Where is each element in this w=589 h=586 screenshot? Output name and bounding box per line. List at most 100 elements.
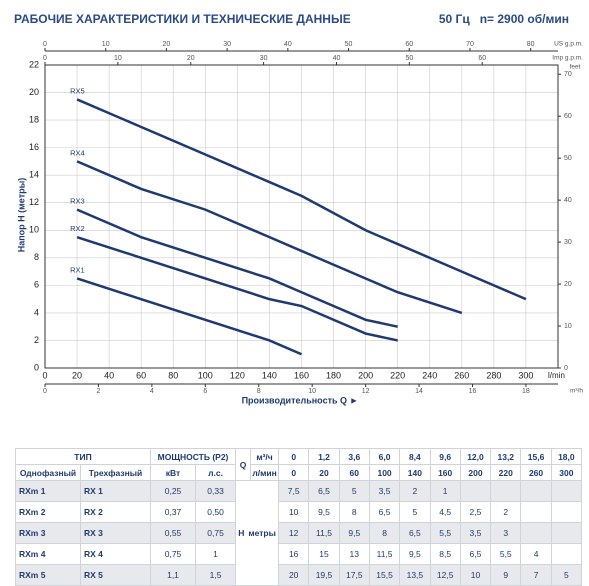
table-cell: 6,5 bbox=[368, 501, 401, 523]
table-cell: 4 bbox=[520, 543, 552, 565]
y-tick-label: 6 bbox=[34, 280, 39, 290]
series-label: RX2 bbox=[70, 224, 85, 233]
table-cell: 11,5 bbox=[308, 522, 340, 544]
table-cell: 16 bbox=[278, 543, 310, 565]
x-axis-title: Производительность Q ► bbox=[242, 395, 359, 405]
us_gpm-tick-label: 80 bbox=[527, 41, 535, 48]
imp_gpm-tick-label: 0 bbox=[43, 55, 47, 62]
table-cell: 6,5 bbox=[308, 480, 340, 502]
table-cell: RXm 4 bbox=[15, 543, 81, 565]
imp_gpm-tick-label: 20 bbox=[187, 55, 195, 62]
us_gpm-tick-label: 50 bbox=[345, 41, 353, 48]
m3h-tick-label: 12 bbox=[362, 388, 370, 395]
table-cell: 1,2 bbox=[308, 448, 340, 465]
table-cell bbox=[550, 543, 583, 565]
table-cell: 4,5 bbox=[429, 501, 461, 523]
table-cell: RX 4 bbox=[79, 543, 152, 565]
table-cell: 0 bbox=[278, 448, 310, 465]
series-label: RX1 bbox=[70, 265, 85, 274]
table-cell: 9 bbox=[490, 564, 522, 586]
table-cell: 17,5 bbox=[338, 564, 370, 586]
table-cell bbox=[550, 480, 583, 502]
table-cell: 6,5 bbox=[459, 543, 492, 565]
m3h-tick-label: 6 bbox=[203, 388, 207, 395]
h_unit: метры bbox=[248, 528, 276, 538]
table-cell: 13,5 bbox=[399, 564, 431, 586]
table-cell: 0,55 bbox=[150, 522, 197, 544]
table-cell: 220 bbox=[490, 464, 522, 481]
title: РАБОЧИЕ ХАРАКТЕРИСТИКИ И ТЕХНИЧЕСКИЕ ДАН… bbox=[14, 12, 351, 26]
curve bbox=[76, 277, 302, 356]
table-cell: 0,50 bbox=[195, 501, 237, 523]
table-cell: 12,0 bbox=[459, 448, 492, 465]
h_label: H bbox=[238, 528, 245, 538]
x-tick-label: 280 bbox=[486, 370, 501, 380]
table-cell: 1 bbox=[195, 543, 237, 565]
x-tick-label: 140 bbox=[262, 370, 277, 380]
feet-tick-label: 60 bbox=[564, 113, 572, 120]
table-cell: RX 1 bbox=[79, 480, 152, 502]
table-cell: 6,0 bbox=[368, 448, 401, 465]
y-tick-label: 14 bbox=[29, 170, 39, 180]
imp_gpm-tick-label: 50 bbox=[405, 55, 413, 62]
m3h-label: m³/h bbox=[570, 388, 583, 395]
series-label: RX5 bbox=[70, 86, 85, 95]
table-cell: 5,5 bbox=[490, 543, 522, 565]
us_gpm-tick-label: 70 bbox=[466, 41, 474, 48]
series-label: RX3 bbox=[70, 197, 85, 206]
x-tick-label: 100 bbox=[198, 370, 213, 380]
y-tick-label: 16 bbox=[29, 142, 39, 152]
table-cell: 0 bbox=[278, 464, 310, 481]
table-cell: 20 bbox=[308, 464, 340, 481]
feet-tick-label: 50 bbox=[564, 155, 572, 162]
table-cell: 3,5 bbox=[368, 480, 401, 502]
table-cell: 100 bbox=[368, 464, 401, 481]
table-cell bbox=[550, 522, 583, 544]
table-cell: кВт bbox=[150, 464, 197, 481]
table-cell bbox=[520, 480, 552, 502]
x-tick-label: 220 bbox=[390, 370, 405, 380]
y-tick-label: 0 bbox=[34, 362, 39, 372]
table-cell: 19,5 bbox=[308, 564, 340, 586]
x-tick-label: 160 bbox=[294, 370, 309, 380]
spec: 50 Гц n= 2900 об/мин bbox=[438, 12, 569, 26]
y-tick-label: 8 bbox=[34, 252, 39, 262]
curve bbox=[76, 98, 527, 301]
x-tick-label: 40 bbox=[104, 370, 114, 380]
table-cell: 9,5 bbox=[399, 543, 431, 565]
table-cell: 8,4 bbox=[399, 448, 431, 465]
table-cell: 9,5 bbox=[338, 522, 370, 544]
table-cell: 18,0 bbox=[550, 448, 583, 465]
us_gpm-tick-label: 40 bbox=[284, 41, 292, 48]
table-cell: 2 bbox=[399, 480, 431, 502]
table-cell: 1 bbox=[429, 480, 461, 502]
table-cell bbox=[490, 480, 522, 502]
y-tick-label: 18 bbox=[29, 114, 39, 124]
table-row: RXm 5 RX 5 1,1 1,5 20 19,5 17,5 15,5 13,5 12,5 10 9… bbox=[15, 564, 583, 586]
table-cell: 6,5 bbox=[399, 522, 431, 544]
table-cell: 3,5 bbox=[459, 522, 492, 544]
us_gpm-tick-label: 20 bbox=[163, 41, 171, 48]
table-cell: 1,5 bbox=[195, 564, 237, 586]
table-cell: ТИП bbox=[14, 448, 152, 465]
y-tick-label: 4 bbox=[34, 307, 39, 317]
table-cell: 7,5 bbox=[278, 480, 310, 502]
table-cell: 0,25 bbox=[150, 480, 197, 502]
m3h-tick-label: 10 bbox=[308, 388, 316, 395]
table-cell: RXm 2 bbox=[15, 501, 81, 523]
table-cell: 12,5 bbox=[429, 564, 461, 586]
table-cell: Q bbox=[235, 448, 252, 481]
table-cell: 2,5 bbox=[459, 501, 492, 523]
table-cell: RXm 1 bbox=[15, 480, 81, 502]
table-row: Однофазный Трехфазный кВт л.с. л/мин 0 20 60 100… bbox=[15, 464, 583, 481]
x-tick-label: 20 bbox=[72, 370, 82, 380]
table-cell: 10 bbox=[278, 501, 310, 523]
table-cell: 200 bbox=[459, 464, 492, 481]
y-tick-label: 10 bbox=[29, 225, 39, 235]
table-cell: МОЩНОСТЬ (P2) bbox=[150, 448, 237, 465]
imp_gpm-tick-label: 30 bbox=[260, 55, 268, 62]
table-cell bbox=[550, 501, 583, 523]
table-cell: 0,33 bbox=[195, 480, 237, 502]
y-tick-label: 20 bbox=[29, 87, 39, 97]
